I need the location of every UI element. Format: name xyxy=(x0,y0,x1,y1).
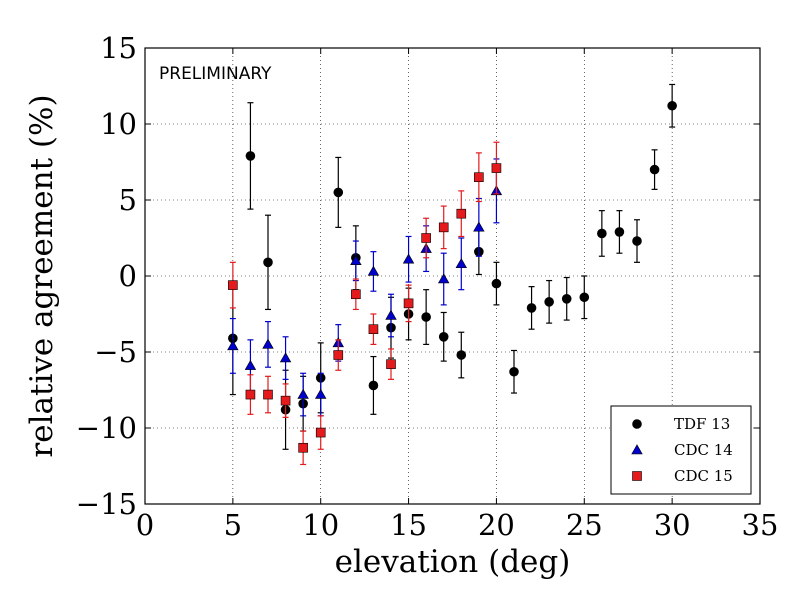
data-point xyxy=(438,222,449,233)
x-tick-label: 15 xyxy=(390,508,427,542)
y-tick-label: −5 xyxy=(94,335,137,369)
data-point xyxy=(456,350,467,360)
data-point xyxy=(386,359,396,369)
tick-labels: 0 5 10 15 20 25 30 35 −15 −10 −5 0 5 10 15 xyxy=(76,31,779,542)
data-point xyxy=(385,309,397,320)
legend-label: TDF 13 xyxy=(674,415,730,433)
y-axis-title: relative agreement (%) xyxy=(24,94,60,457)
legend-marker xyxy=(632,471,642,481)
y-tick-label: −15 xyxy=(76,487,137,521)
x-tick-label: 35 xyxy=(742,508,779,542)
y-tick-label: −10 xyxy=(76,411,137,445)
data-point xyxy=(649,164,660,175)
legend-marker xyxy=(631,444,643,455)
legend-label: CDC 15 xyxy=(674,467,733,485)
data-point xyxy=(526,303,537,313)
data-point xyxy=(561,293,572,304)
legend-marker xyxy=(632,419,642,429)
data-point xyxy=(437,273,450,284)
data-point xyxy=(491,278,502,289)
data-point xyxy=(263,257,273,268)
data-point xyxy=(262,338,274,349)
data-point xyxy=(473,221,485,232)
data-point xyxy=(263,389,273,400)
data-point xyxy=(315,427,326,438)
data-point xyxy=(403,298,414,309)
data-point xyxy=(228,280,238,290)
legend: TDF 13 CDC 14 CDC 15 xyxy=(610,405,752,495)
data-point xyxy=(244,359,257,370)
data-point xyxy=(368,380,379,391)
data-point xyxy=(544,297,554,307)
data-point xyxy=(333,350,344,360)
data-point xyxy=(455,258,468,269)
data-point xyxy=(402,253,415,264)
data-point xyxy=(456,208,467,219)
data-point xyxy=(350,254,362,266)
data-point xyxy=(597,228,607,239)
x-tick-label: 25 xyxy=(566,508,603,542)
legend-entry-cdc-15: CDC 15 xyxy=(632,467,733,485)
data-point xyxy=(367,265,380,276)
preliminary-annotation: PRELIMINARY xyxy=(159,64,272,84)
legend-entry-cdc-14: CDC 14 xyxy=(631,441,733,459)
data-point xyxy=(667,100,677,111)
x-axis-title: elevation (deg) xyxy=(335,544,571,580)
data-point xyxy=(421,233,431,243)
data-point xyxy=(280,395,291,406)
axis-ticks xyxy=(144,47,761,505)
data-series xyxy=(227,83,677,466)
legend-label: CDC 14 xyxy=(674,441,733,459)
data-point xyxy=(491,163,502,173)
y-tick-label: 15 xyxy=(100,31,137,65)
x-tick-label: 0 xyxy=(136,508,154,542)
x-tick-label: 10 xyxy=(302,508,339,542)
data-point xyxy=(421,312,431,322)
data-point xyxy=(297,388,309,399)
data-point xyxy=(579,292,590,303)
series-tdf-13 xyxy=(228,83,677,450)
x-tick-label: 20 xyxy=(478,508,515,542)
data-point xyxy=(614,227,625,237)
data-point xyxy=(438,331,449,342)
y-tick-label: 5 xyxy=(119,183,137,217)
data-point xyxy=(298,442,308,453)
data-point xyxy=(632,236,642,246)
legend-entry-tdf-13: TDF 13 xyxy=(632,415,730,433)
data-point xyxy=(227,340,239,351)
x-tick-label: 5 xyxy=(224,508,242,542)
data-point xyxy=(314,388,327,399)
data-point xyxy=(368,324,379,335)
data-point xyxy=(509,366,519,377)
data-point xyxy=(245,151,256,161)
y-tick-label: 0 xyxy=(119,259,137,293)
series-cdc-15 xyxy=(228,141,502,466)
y-tick-label: 10 xyxy=(100,107,137,141)
data-point xyxy=(474,172,484,182)
data-point xyxy=(351,289,361,300)
data-point xyxy=(279,352,292,363)
data-point xyxy=(333,187,344,198)
x-tick-label: 30 xyxy=(654,508,691,542)
data-point xyxy=(245,389,256,400)
